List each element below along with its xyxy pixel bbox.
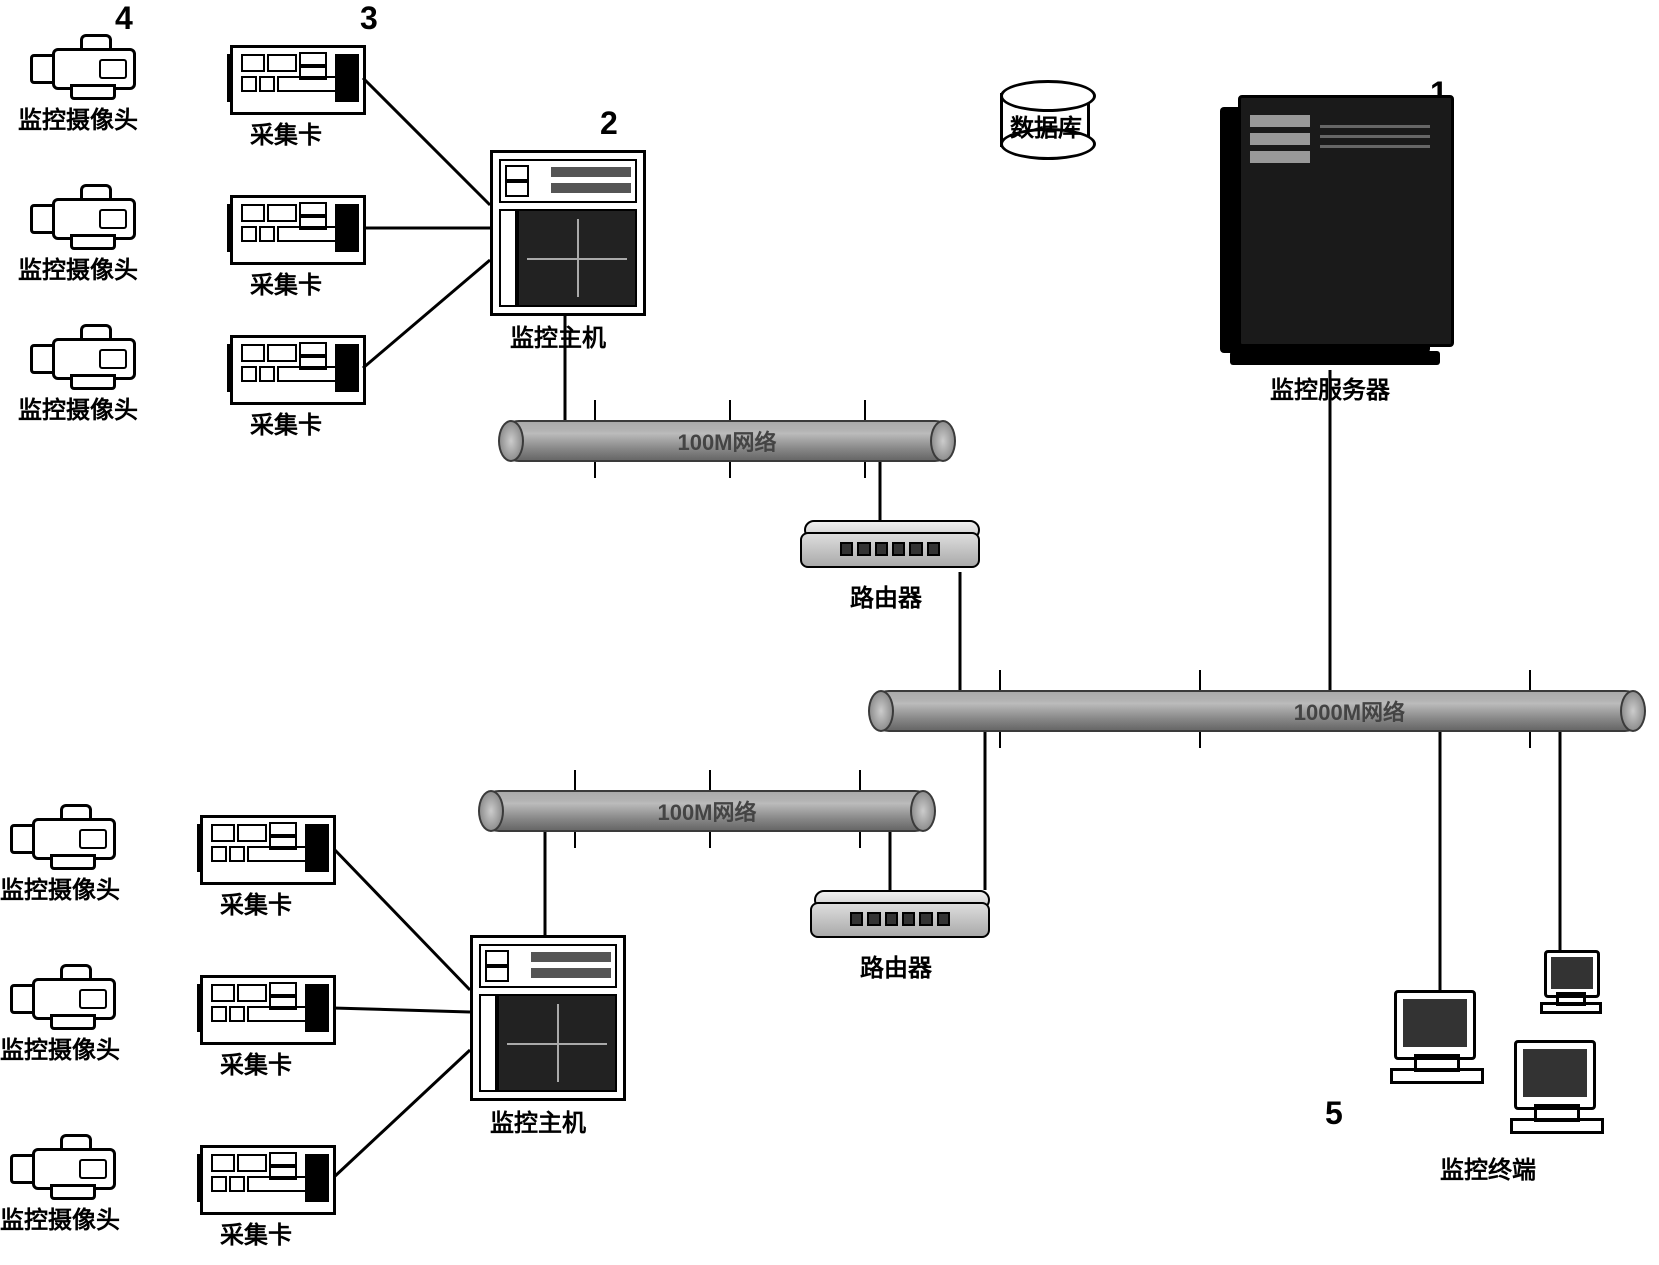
camera-icon: [30, 190, 140, 245]
capture-card-icon: [230, 45, 366, 115]
capture-card-label: 采集卡: [250, 115, 322, 150]
network-pipe-label: 100M网络: [677, 425, 776, 457]
capture-card-icon: [200, 1145, 336, 1215]
camera-label: 监控摄像头: [18, 250, 138, 285]
monitor-server-icon: [1220, 95, 1450, 355]
camera-icon: [30, 40, 140, 95]
capture-card-icon: [230, 195, 366, 265]
terminal-icon: [1390, 990, 1480, 1080]
number-5: 5: [1325, 1095, 1343, 1132]
camera-label: 监控摄像头: [0, 1200, 120, 1235]
capture-card-label: 采集卡: [220, 1215, 292, 1250]
capture-card-label: 采集卡: [220, 1045, 292, 1080]
router-label: 路由器: [860, 948, 932, 983]
monitor-server-label: 监控服务器: [1270, 370, 1390, 405]
terminal-icon: [1540, 950, 1600, 1010]
camera-icon: [10, 1140, 120, 1195]
network-pipe-icon: 100M网络: [480, 790, 934, 832]
camera-icon: [10, 970, 120, 1025]
network-pipe-label: 1000M网络: [1294, 695, 1405, 727]
network-pipe-label: 100M网络: [657, 795, 756, 827]
terminal-icon: [1510, 1040, 1600, 1130]
number-2: 2: [600, 105, 618, 142]
camera-label: 监控摄像头: [18, 100, 138, 135]
capture-card-label: 采集卡: [250, 405, 322, 440]
monitor-host-label: 监控主机: [510, 318, 606, 353]
capture-card-icon: [200, 815, 336, 885]
capture-card-icon: [200, 975, 336, 1045]
monitor-terminal-label: 监控终端: [1440, 1150, 1536, 1185]
monitor-host-label: 监控主机: [490, 1103, 586, 1138]
capture-card-label: 采集卡: [250, 265, 322, 300]
capture-card-label: 采集卡: [220, 885, 292, 920]
camera-label: 监控摄像头: [0, 870, 120, 905]
camera-icon: [10, 810, 120, 865]
monitor-host-icon: [490, 150, 646, 316]
monitor-host-icon: [470, 935, 626, 1101]
network-pipe-icon: 1000M网络: [870, 690, 1644, 732]
number-3: 3: [360, 0, 378, 37]
capture-card-icon: [230, 335, 366, 405]
diagram-stage: 1 2 3 4 5 监控摄像头 监控摄像头 监控摄像头 采集卡 采集卡 采集卡: [0, 0, 1659, 1265]
camera-label: 监控摄像头: [0, 1030, 120, 1065]
router-icon: [810, 890, 990, 940]
router-label: 路由器: [850, 578, 922, 613]
camera-label: 监控摄像头: [18, 390, 138, 425]
database-label: 数据库: [1010, 108, 1082, 143]
camera-icon: [30, 330, 140, 385]
number-4: 4: [115, 0, 133, 37]
router-icon: [800, 520, 980, 570]
network-pipe-icon: 100M网络: [500, 420, 954, 462]
